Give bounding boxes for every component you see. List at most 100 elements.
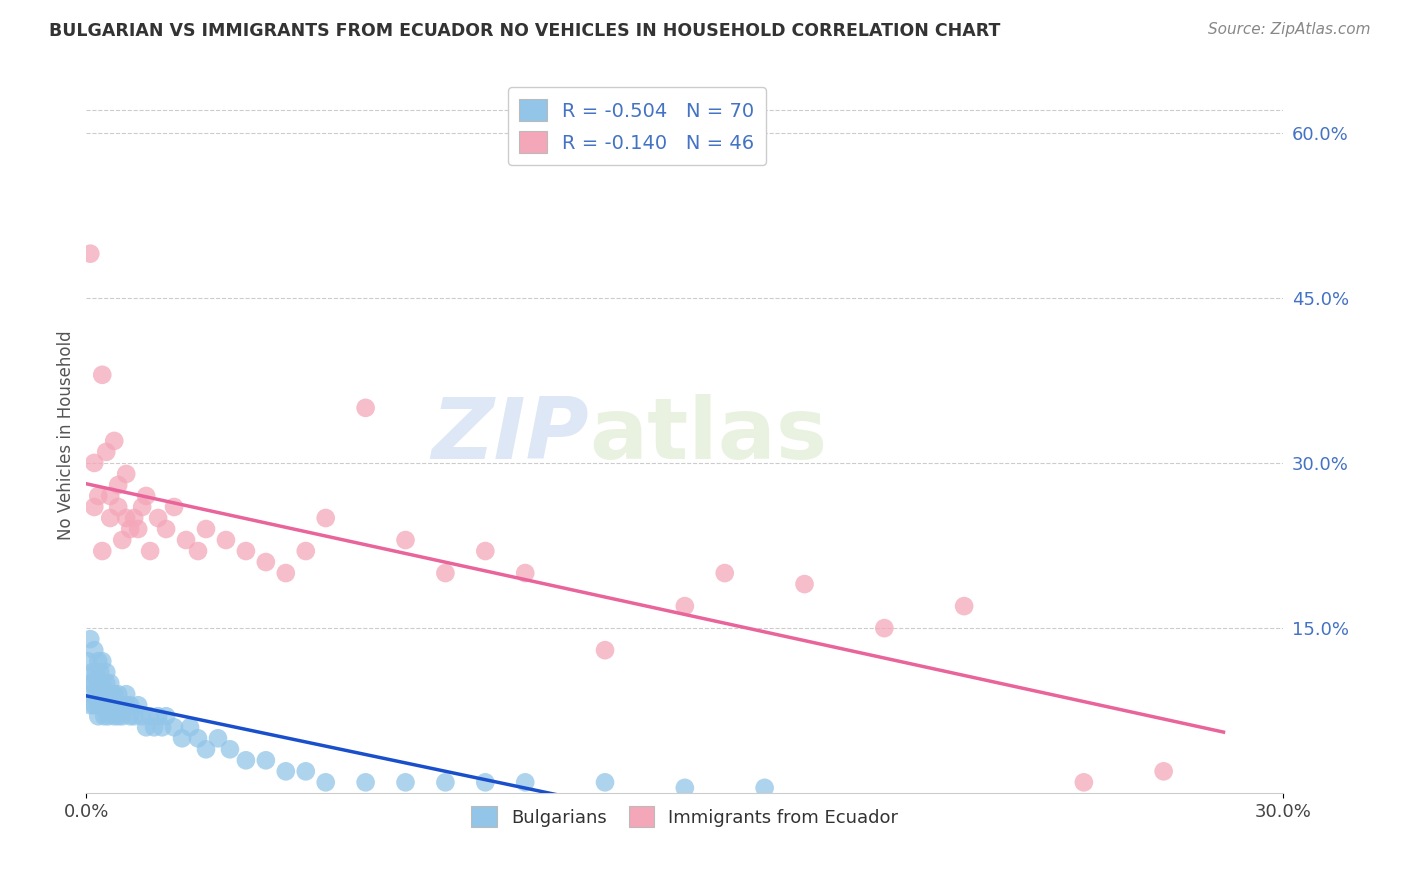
Point [155,522,177,536]
Point [873,621,896,635]
Point [98,698,121,713]
Point [315,511,337,525]
Point [82,665,104,680]
Point [111,533,134,547]
Point [254,753,277,767]
Point [115,467,138,481]
Point [111,709,134,723]
Point [87,709,110,723]
Point [131,500,153,514]
Point [163,500,186,514]
Point [235,753,257,767]
Point [87,698,110,713]
Point [96,665,118,680]
Point [146,511,169,525]
Point [235,544,257,558]
Point [294,544,316,558]
Point [98,676,121,690]
Point [127,522,149,536]
Point [120,709,142,723]
Point [93,709,115,723]
Point [120,522,142,536]
Point [83,698,105,713]
Legend: Bulgarians, Immigrants from Ecuador: Bulgarians, Immigrants from Ecuador [464,799,905,834]
Point [515,775,537,789]
Point [84,687,107,701]
Point [115,698,138,713]
Point [1153,764,1175,779]
Point [96,445,118,459]
Point [155,709,177,723]
Point [98,687,121,701]
Point [315,775,337,789]
Point [754,780,776,795]
Point [135,489,157,503]
Point [515,566,537,580]
Point [139,709,162,723]
Point [107,709,129,723]
Point [593,775,616,789]
Point [174,533,197,547]
Point [673,599,696,613]
Point [953,599,976,613]
Point [84,665,107,680]
Point [195,742,218,756]
Point [219,742,242,756]
Point [83,500,105,514]
Point [103,687,125,701]
Point [135,720,157,734]
Point [115,511,138,525]
Point [103,709,125,723]
Point [87,676,110,690]
Point [474,544,496,558]
Point [96,698,118,713]
Point [79,246,101,260]
Point [274,566,297,580]
Point [107,478,129,492]
Point [434,775,457,789]
Point [91,654,114,668]
Point [89,665,111,680]
Point [673,780,696,795]
Point [207,731,229,746]
Point [131,709,153,723]
Point [394,775,416,789]
Point [187,544,209,558]
Point [354,775,377,789]
Point [79,698,101,713]
Point [120,698,142,713]
Point [354,401,377,415]
Point [107,687,129,701]
Point [179,720,201,734]
Point [97,709,120,723]
Point [122,709,145,723]
Point [103,434,125,448]
Text: atlas: atlas [589,394,827,477]
Point [77,654,100,668]
Point [91,676,114,690]
Point [143,720,166,734]
Point [394,533,416,547]
Point [274,764,297,779]
Point [150,720,173,734]
Point [91,368,114,382]
Point [79,632,101,647]
Point [91,698,114,713]
Point [1073,775,1095,789]
Point [103,698,125,713]
Point [83,643,105,657]
Point [139,544,162,558]
Text: Source: ZipAtlas.com: Source: ZipAtlas.com [1208,22,1371,37]
Point [82,687,104,701]
Point [87,654,110,668]
Point [146,709,169,723]
Point [187,731,209,746]
Point [122,511,145,525]
Point [83,456,105,470]
Point [91,544,114,558]
Point [593,643,616,657]
Point [170,731,193,746]
Point [215,533,238,547]
Point [79,676,101,690]
Point [87,489,110,503]
